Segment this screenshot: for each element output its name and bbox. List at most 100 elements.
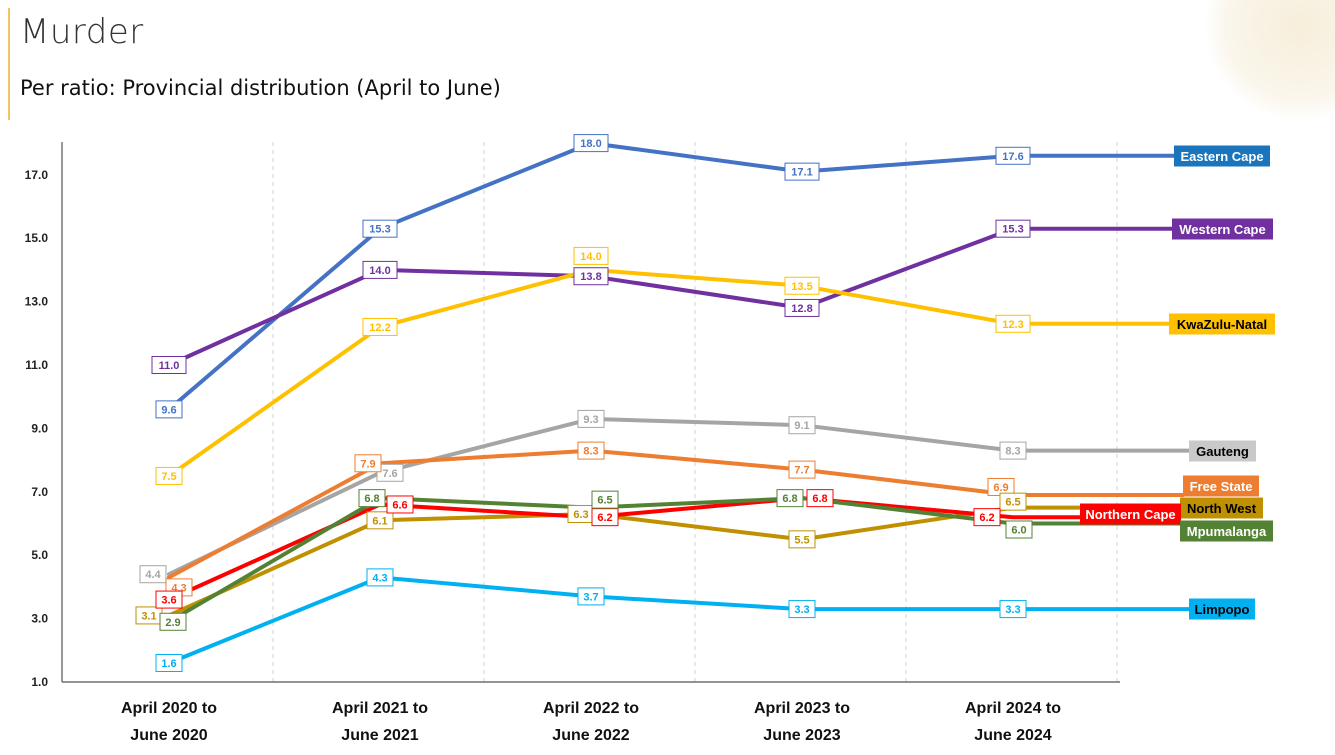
legend-box-north-west — [1180, 497, 1263, 519]
legend-label-kwazulu-natal: KwaZulu-Natal — [1177, 317, 1267, 332]
data-label-mpumalanga: 6.8 — [364, 493, 379, 505]
data-label-box-western-cape — [995, 219, 1031, 238]
legend-box-kwazulu-natal — [1169, 313, 1275, 335]
data-label-mpumalanga: 6.5 — [597, 495, 612, 507]
data-label-box-gauteng — [139, 565, 167, 584]
data-label-box-kwazulu-natal — [995, 314, 1031, 333]
data-label-box-north-west — [366, 511, 394, 530]
data-label-north-west: 6.3 — [573, 509, 588, 521]
data-label-eastern-cape: 18.0 — [580, 138, 601, 150]
data-label-box-free-state — [577, 441, 605, 460]
data-label-box-northern-cape — [806, 489, 834, 508]
data-label-mpumalanga: 6.0 — [1011, 525, 1026, 537]
legend-label-north-west: North West — [1187, 501, 1257, 516]
data-label-box-kwazulu-natal — [784, 276, 820, 295]
legend-box-limpopo — [1189, 598, 1255, 620]
data-label-western-cape: 13.8 — [580, 271, 601, 283]
x-tick-label: June 2020 — [130, 727, 207, 744]
data-label-box-north-west — [788, 530, 816, 549]
title-accent-bar — [8, 8, 10, 120]
y-tick-label: 15.0 — [25, 231, 49, 245]
legend-box-northern-cape — [1080, 503, 1181, 525]
data-label-box-mpumalanga — [591, 490, 619, 509]
data-label-gauteng: 9.1 — [794, 420, 809, 432]
data-label-eastern-cape: 9.6 — [161, 404, 176, 416]
data-label-box-gauteng — [999, 441, 1027, 460]
data-label-free-state: 7.7 — [794, 465, 809, 477]
data-label-kwazulu-natal: 12.2 — [369, 322, 390, 334]
data-label-box-eastern-cape — [155, 400, 183, 419]
data-label-box-kwazulu-natal — [155, 466, 183, 485]
data-label-box-mpumalanga — [358, 489, 386, 508]
data-label-box-limpopo — [366, 568, 394, 587]
page-title: Murder — [20, 12, 144, 52]
series-line-north-west — [167, 505, 1182, 618]
data-label-box-eastern-cape — [362, 219, 398, 238]
legend-label-northern-cape: Northern Cape — [1085, 507, 1175, 522]
y-tick-label: 1.0 — [31, 675, 48, 689]
data-label-free-state: 6.9 — [993, 482, 1008, 494]
data-label-limpopo: 3.3 — [794, 604, 809, 616]
data-label-box-limpopo — [577, 587, 605, 606]
legend-label-eastern-cape: Eastern Cape — [1180, 149, 1263, 164]
legend-label-western-cape: Western Cape — [1179, 222, 1265, 237]
series-line-mpumalanga — [167, 496, 1182, 624]
y-tick-label: 11.0 — [25, 358, 48, 372]
data-label-box-western-cape — [362, 260, 398, 279]
legend-label-limpopo: Limpopo — [1195, 602, 1250, 617]
data-label-north-west: 6.5 — [1005, 497, 1020, 509]
data-label-box-limpopo — [155, 653, 183, 672]
data-label-gauteng: 4.4 — [145, 569, 161, 581]
data-label-north-west: 6.1 — [372, 515, 387, 527]
data-label-limpopo: 3.3 — [1005, 604, 1020, 616]
data-label-kwazulu-natal: 13.5 — [791, 281, 812, 293]
legend-label-mpumalanga: Mpumalanga — [1187, 524, 1267, 539]
data-label-north-west: 5.5 — [794, 534, 809, 546]
data-label-northern-cape: 6.8 — [812, 493, 827, 505]
data-label-box-mpumalanga — [159, 612, 187, 631]
data-label-limpopo: 4.3 — [372, 572, 387, 584]
series-line-limpopo — [167, 575, 1191, 665]
data-label-box-eastern-cape — [784, 162, 820, 181]
data-label-box-kwazulu-natal — [573, 246, 609, 265]
data-label-kwazulu-natal: 12.3 — [1002, 319, 1023, 331]
y-tick-label: 3.0 — [31, 612, 48, 626]
legend-box-eastern-cape — [1174, 145, 1270, 167]
x-tick-label: April 2021 to — [332, 700, 428, 717]
data-label-kwazulu-natal: 14.0 — [580, 251, 601, 263]
data-label-box-mpumalanga — [776, 489, 804, 508]
data-label-eastern-cape: 17.1 — [791, 167, 812, 179]
x-tick-label: April 2024 to — [965, 700, 1061, 717]
data-label-box-gauteng — [376, 463, 404, 482]
data-label-gauteng: 9.3 — [583, 414, 598, 426]
x-tick-label: June 2023 — [763, 727, 840, 744]
data-label-free-state: 8.3 — [583, 446, 598, 458]
data-label-box-western-cape — [151, 356, 187, 374]
data-label-eastern-cape: 17.6 — [1002, 151, 1023, 163]
data-label-box-eastern-cape — [995, 146, 1031, 165]
data-label-box-western-cape — [784, 298, 820, 317]
data-label-gauteng: 8.3 — [1005, 446, 1020, 458]
data-label-limpopo: 1.6 — [161, 658, 176, 670]
series-line-free-state — [167, 448, 1185, 580]
data-label-western-cape: 14.0 — [369, 265, 390, 277]
legend-box-gauteng — [1189, 440, 1256, 462]
page-subtitle: Per ratio: Provincial distribution (Apri… — [20, 76, 501, 100]
data-label-kwazulu-natal: 7.5 — [161, 471, 176, 483]
series-line-eastern-cape — [167, 141, 1176, 412]
data-label-box-limpopo — [999, 600, 1027, 619]
x-tick-label: June 2024 — [974, 727, 1051, 744]
x-tick-label: April 2023 to — [754, 700, 850, 717]
data-label-box-northern-cape — [973, 508, 1001, 527]
data-label-limpopo: 3.7 — [583, 591, 598, 603]
y-tick-label: 9.0 — [31, 421, 48, 435]
data-label-box-eastern-cape — [573, 134, 609, 153]
data-label-box-free-state — [354, 454, 382, 473]
data-label-northern-cape: 6.2 — [979, 512, 994, 524]
y-tick-label: 5.0 — [31, 548, 48, 562]
x-tick-label: June 2022 — [552, 727, 629, 744]
data-label-box-northern-cape — [155, 590, 183, 609]
data-label-north-west: 3.1 — [141, 610, 156, 622]
data-label-box-western-cape — [573, 267, 609, 286]
data-label-box-northern-cape — [386, 495, 414, 514]
